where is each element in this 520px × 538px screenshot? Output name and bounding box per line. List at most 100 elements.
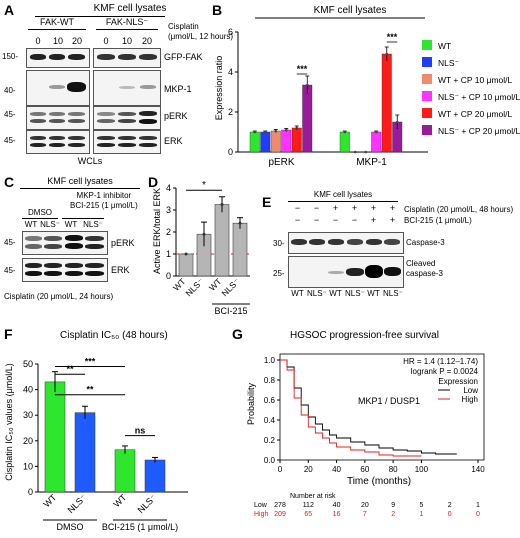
panel-f-ylabel: Cisplatin IC₅₀ values (μmol/L): [4, 363, 14, 481]
bar: [270, 130, 281, 153]
blot-gfp-fak-wt: [26, 48, 90, 68]
panel-c-title-rule: [20, 188, 140, 189]
legend-swatch: [422, 91, 432, 101]
dose-label: 10: [121, 36, 132, 46]
panel-b-title: KMF cell lysates: [314, 5, 387, 16]
x-tick-label: 100: [415, 465, 429, 474]
panel-e-letter: E: [262, 194, 272, 210]
blot-label: GFP-FAK: [164, 52, 203, 62]
panel-g-ylabel: Probability: [246, 382, 256, 425]
dose-label: 20: [71, 36, 82, 46]
expression-label: Expression: [438, 377, 478, 386]
blot-label: pERK: [111, 238, 135, 248]
y-tick-label: 0: [228, 147, 233, 157]
sig-label: ***: [297, 64, 308, 74]
y-tick-label: 1: [166, 249, 171, 259]
blot-label: ERK: [111, 265, 130, 275]
risk-high-count: 7: [363, 511, 367, 518]
lane-label: NLS⁻: [40, 220, 60, 229]
data-point: [374, 130, 378, 134]
risk-high-count: 1: [419, 511, 423, 518]
risk-high-count: 0: [476, 511, 480, 518]
panel-d-ylabel: Active ERK/total ERK: [152, 188, 162, 274]
bar: [381, 53, 392, 153]
x-tick-label: NLS⁻: [66, 492, 89, 515]
data-point: [184, 252, 188, 256]
y-tick-label: 4: [228, 67, 233, 77]
mw-marker: 45-: [4, 266, 16, 275]
panel-c-title: KMF cell lysates: [47, 176, 113, 186]
mw-marker: 45-: [4, 110, 16, 119]
data-point: [395, 120, 399, 124]
risk-low-count: 278: [274, 502, 286, 509]
risk-high-count: 65: [304, 511, 312, 518]
bar: [339, 131, 350, 153]
dose-label: 20: [141, 36, 152, 46]
bar: [232, 222, 248, 277]
lane-label: WT: [24, 220, 38, 229]
risk-high-count: 209: [274, 511, 286, 518]
y-tick-label: 3: [166, 205, 171, 215]
legend-label: Low: [463, 386, 478, 395]
y-tick-label: 30: [23, 410, 33, 420]
x-tick-label: NLS⁻: [136, 492, 159, 515]
lane-label: NLS⁻: [83, 220, 103, 229]
legend-label: NLS⁻: [438, 58, 460, 68]
x-tick-label: NLS⁻: [183, 276, 205, 298]
sig-label: *: [202, 180, 206, 191]
group-rule-wt: [28, 29, 86, 30]
panel-f-title: Cisplatin IC₅₀ (48 hours): [60, 330, 168, 341]
bar: [214, 204, 230, 277]
sig-label: ***: [85, 357, 96, 367]
bci-sign: +: [389, 215, 396, 225]
legend-label: WT + CP 10 μmol/L: [438, 75, 513, 85]
x-tick-label: 80: [389, 465, 398, 474]
data-point: [238, 221, 242, 225]
km-curve-high: [280, 359, 422, 457]
blot-c-erk: [22, 258, 108, 282]
bar: [291, 127, 302, 153]
panel-c-inhibitor-label: MKP-1 inhibitor BCI-215 (1 μmol/L): [70, 191, 138, 210]
group-label-fak-wt: FAK-WT: [40, 17, 74, 27]
y-tick-label: 2: [228, 107, 233, 117]
panel-c-letter: C: [4, 174, 15, 190]
blot-cleaved-caspase3: [288, 256, 404, 288]
blot-mkp1-wt: [26, 70, 90, 106]
panel-e-cisplatin-label: Cisplatin (20 μmol/L, 48 hours): [404, 205, 514, 214]
panel-c-footer: Cisplatin (20 μmol/L, 24 hours): [4, 292, 114, 301]
y-tick-label: 4: [166, 183, 171, 193]
blot-label: Caspase-3: [406, 238, 445, 247]
bar: [44, 381, 66, 493]
panel-d-letter: D: [148, 174, 159, 190]
risk-low-label: Low: [254, 502, 268, 509]
legend-swatch: [422, 57, 432, 67]
group-label: BCI-215 (1 μmol/L): [102, 522, 178, 532]
blot-erk-nls: [93, 130, 161, 154]
panel-e-treatment-grid: − − + + + + − − − − + +: [288, 203, 404, 231]
panel-b-chart: KMF cell lysates Expression ratio 0 2 4 6 pE…: [214, 5, 520, 168]
dose-label: 10: [52, 36, 63, 46]
bar: [260, 131, 271, 153]
blot-label: ERK: [164, 136, 183, 146]
legend-swatch: [422, 125, 432, 135]
risk-table-title: Number at risk: [290, 493, 336, 500]
panel-a-title-rule: [35, 16, 165, 17]
blot-label: pERK: [164, 111, 188, 121]
y-tick-label: 10: [23, 461, 33, 471]
km-curve-low: [280, 359, 457, 455]
risk-low-count: 112: [303, 502, 314, 509]
data-point: [284, 128, 288, 132]
x-tick-label: 140: [471, 465, 485, 474]
group-label-fak-nls: FAK-NLS⁻: [105, 17, 149, 27]
risk-high-count: 16: [333, 511, 341, 518]
bar: [281, 129, 292, 153]
bar: [249, 131, 260, 153]
group-label: DMSO: [57, 522, 84, 532]
data-point: [263, 130, 267, 134]
mw-marker: 40-: [4, 86, 16, 95]
bci-sign: +: [370, 215, 377, 225]
panel-e-lane-labels: WT NLS⁻ WT NLS⁻ WT NLS⁻: [288, 289, 404, 301]
x-tick-label: WT: [41, 492, 58, 509]
panel-g-letter: G: [232, 326, 243, 342]
risk-low-count: 2: [448, 502, 452, 509]
